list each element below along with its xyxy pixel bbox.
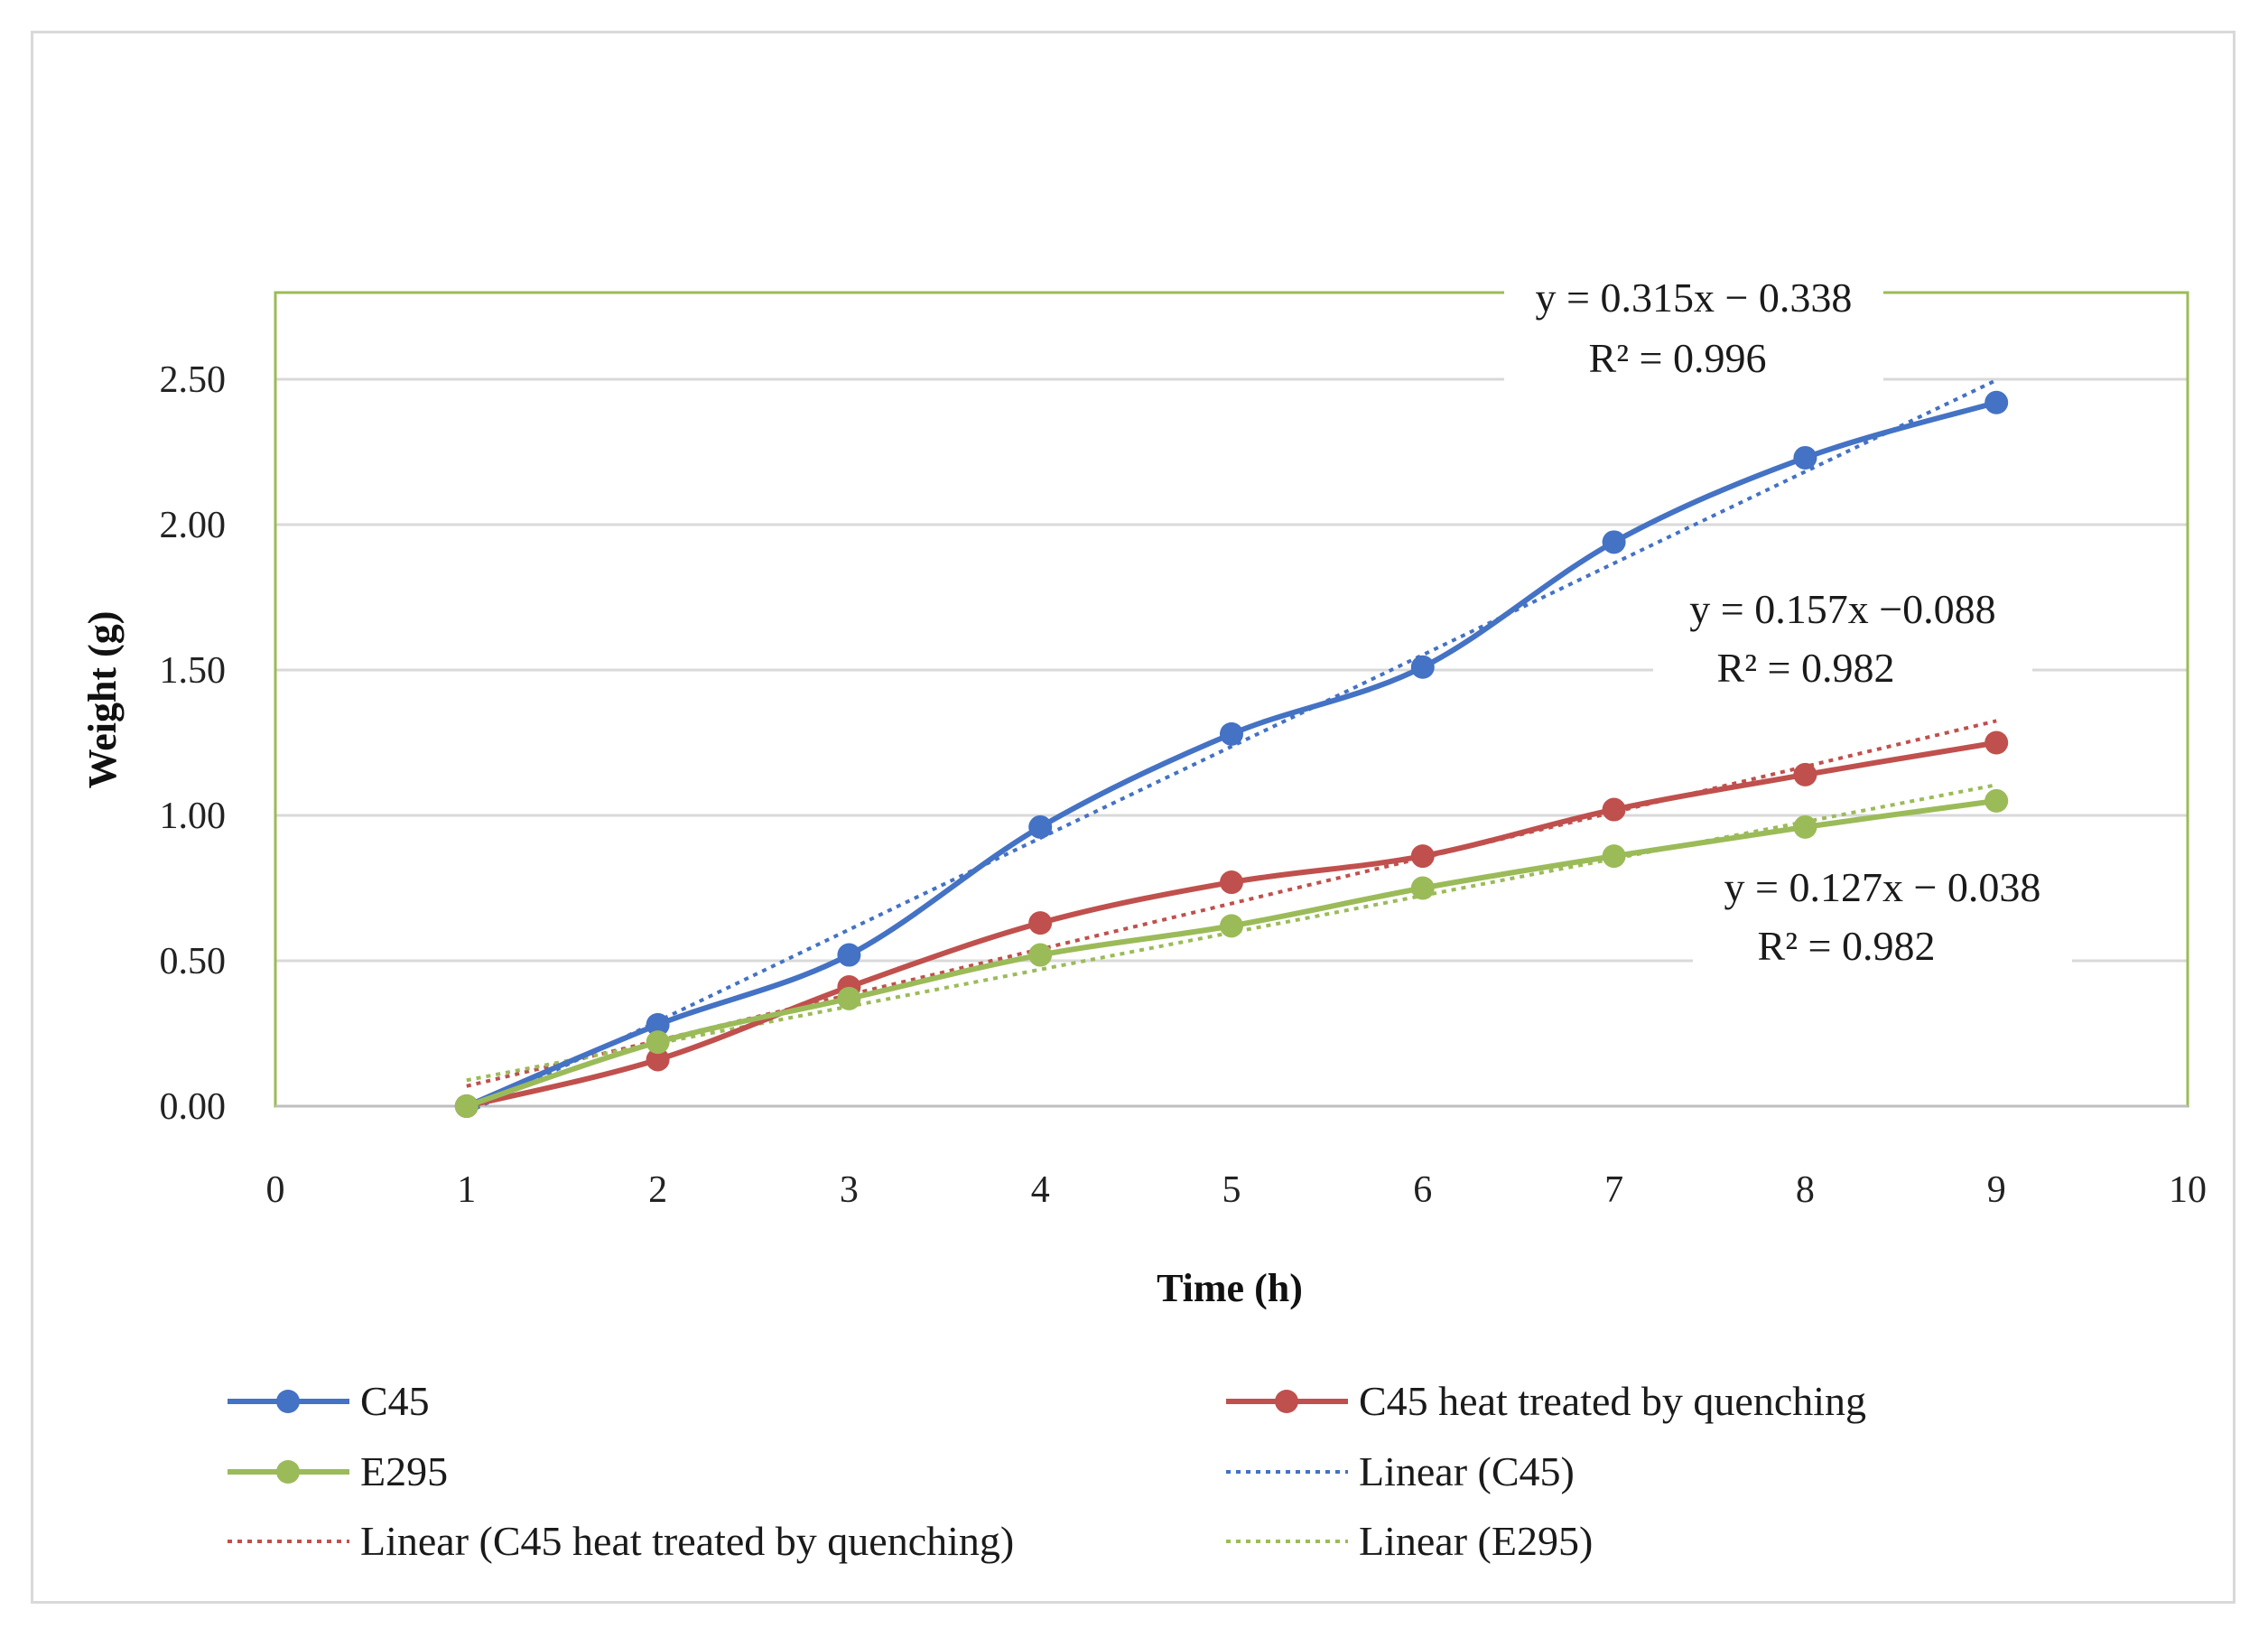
x-tick-label: 7 [1604,1169,1623,1211]
y-tick-label: 0.00 [160,1086,227,1128]
data-point [1602,844,1626,869]
data-point [1410,844,1435,869]
x-tick-label: 0 [266,1169,285,1211]
x-tick-label: 10 [2169,1169,2207,1211]
legend-label: C45 heat treated by quenching [1359,1378,1866,1424]
trendline-r2: R² = 0.996 [1589,335,1767,381]
x-tick-label: 2 [648,1169,667,1211]
x-tick-label: 4 [1031,1169,1050,1211]
legend-item: E295 [228,1448,448,1494]
legend-item: C45 [228,1378,430,1424]
data-point [1602,530,1626,554]
legend-label: Linear (C45 heat treated by quenching) [360,1518,1014,1564]
data-point [1028,911,1053,935]
data-point [1028,943,1053,967]
data-point [1793,762,1817,786]
data-point [1984,788,2009,813]
legend-item: Linear (C45 heat treated by quenching) [228,1518,1014,1564]
legend-label: Linear (C45) [1359,1448,1575,1494]
x-tick-label: 9 [1987,1169,2006,1211]
data-point [646,1030,670,1055]
trendline-equation: y = 0.127x − 0.038 [1724,864,2041,910]
data-point [1220,721,1243,746]
x-tick-label: 1 [457,1169,476,1211]
data-point [454,1094,479,1118]
y-tick-label: 1.00 [160,796,227,837]
data-series [454,390,2009,1118]
y-tick-label: 1.50 [160,650,227,692]
legend-item: Linear (C45) [1226,1448,1575,1494]
y-tick-label: 0.50 [160,941,227,982]
data-point [1793,445,1817,470]
equation-box [1693,856,2072,978]
data-point [646,1047,670,1072]
x-axis-ticks: 0 1 2 3 4 5 6 7 8 9 10 [266,1169,2208,1211]
data-point [646,1012,670,1037]
y-axis-ticks: 0.00 0.50 1.00 1.50 2.00 2.50 [160,359,227,1128]
trendline-linear-c45- [465,378,1998,1115]
trendline-equation: y = 0.157x −0.088 [1689,586,1995,632]
legend-swatch-marker [276,1460,300,1484]
legend-item: Linear (E295) [1226,1518,1593,1564]
legend-label: C45 [360,1378,430,1424]
trendlines [465,378,1998,1115]
data-point [1984,731,2009,755]
data-point [1028,814,1053,839]
x-tick-label: 8 [1796,1169,1815,1211]
data-point [1602,797,1626,822]
data-point [837,986,861,1010]
x-tick-label: 3 [840,1169,859,1211]
data-point [1220,870,1243,895]
y-axis-title: Weight (g) [80,611,125,789]
data-point [1793,814,1817,839]
legend-label: E295 [360,1448,448,1494]
trendline-r2: R² = 0.982 [1717,645,1895,691]
trendline-equations: y = 0.315x − 0.338 R² = 0.996 y = 0.157x −… [1504,266,2072,978]
equation-box [1653,578,2032,700]
y-tick-label: 2.50 [160,359,227,401]
data-point [1220,914,1243,938]
legend-label: Linear (E295) [1359,1518,1593,1564]
x-axis-title: Time (h) [1157,1266,1303,1310]
x-tick-label: 5 [1222,1169,1241,1211]
data-point [837,943,861,967]
data-point [1984,390,2009,414]
equation-box [1504,266,1883,388]
x-tick-label: 6 [1413,1169,1432,1211]
legend-swatch-marker [276,1390,300,1413]
legend-item: C45 heat treated by quenching [1226,1378,1866,1424]
data-point [1410,655,1435,679]
trendline-r2: R² = 0.982 [1758,923,1936,969]
series-line-c45 [465,399,1998,1109]
legend-swatch-marker [1275,1390,1298,1413]
trendline-equation: y = 0.315x − 0.338 [1536,275,1853,321]
y-tick-label: 2.00 [160,505,227,546]
data-point [1410,876,1435,900]
legend: C45 C45 heat treated by quenching E295 Line… [228,1378,1866,1564]
